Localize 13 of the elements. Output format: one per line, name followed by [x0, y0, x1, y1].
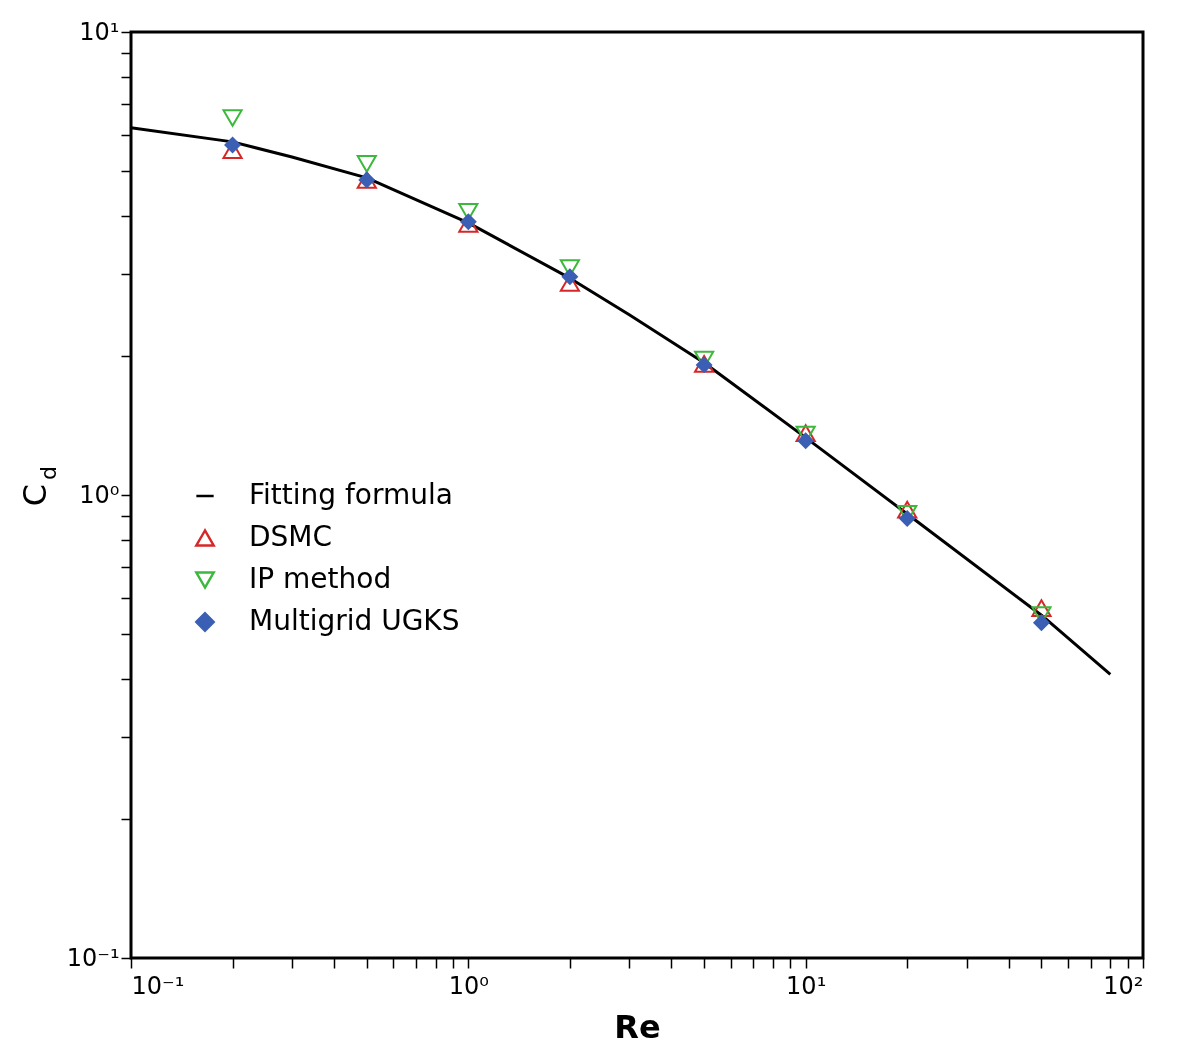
x-axis-title: Re — [614, 1007, 661, 1046]
x-tick-label: 10⁰ — [448, 971, 489, 1000]
legend-label: DSMC — [249, 520, 333, 553]
legend-label: IP method — [249, 562, 392, 595]
x-tick-label: 10¹ — [786, 971, 827, 1000]
y-tick-label: 10⁻¹ — [66, 943, 120, 972]
y-axis-title: Cd — [16, 466, 61, 507]
legend-label: Multigrid UGKS — [249, 604, 460, 637]
x-tick-label: 10⁻¹ — [131, 971, 185, 1000]
y-tick-label: 10¹ — [79, 17, 120, 46]
legend-label: Fitting formula — [249, 478, 453, 511]
x-tick-label: 10² — [1103, 971, 1144, 1000]
y-tick-label: 10⁰ — [79, 480, 120, 509]
